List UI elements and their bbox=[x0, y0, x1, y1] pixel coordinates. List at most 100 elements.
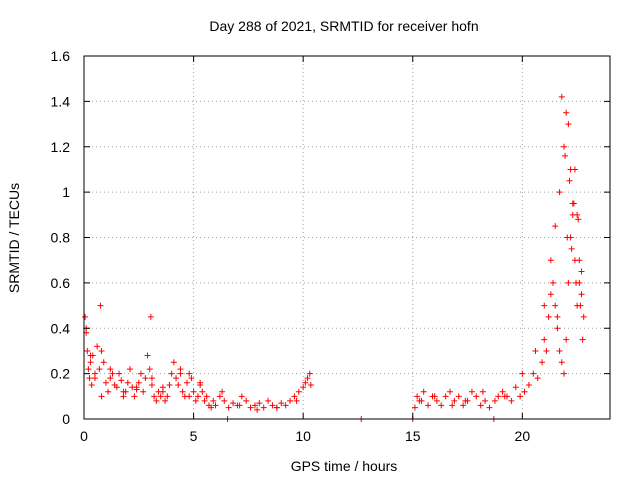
data-point bbox=[556, 189, 563, 196]
data-point bbox=[256, 400, 263, 407]
data-point bbox=[177, 370, 184, 377]
data-point bbox=[225, 404, 232, 411]
data-point bbox=[455, 393, 462, 400]
data-point bbox=[532, 347, 539, 354]
data-point bbox=[243, 397, 250, 404]
data-point bbox=[573, 279, 580, 286]
data-point bbox=[82, 313, 89, 320]
data-point bbox=[433, 397, 440, 404]
data-point bbox=[558, 359, 565, 366]
y-tick-label: 0.6 bbox=[51, 275, 71, 291]
x-tick-label: 10 bbox=[295, 428, 311, 444]
x-axis-ticks: 0 5 10 15 20 bbox=[80, 56, 530, 444]
data-point bbox=[186, 370, 193, 377]
data-point bbox=[565, 121, 572, 128]
data-point bbox=[554, 325, 561, 332]
data-point bbox=[560, 143, 567, 150]
data-point bbox=[238, 393, 245, 400]
data-point bbox=[468, 388, 475, 395]
data-point bbox=[148, 381, 155, 388]
data-point bbox=[425, 402, 432, 409]
data-point bbox=[98, 393, 105, 400]
data-point bbox=[94, 343, 101, 350]
data-point bbox=[188, 375, 195, 382]
data-point bbox=[269, 402, 276, 409]
data-point bbox=[571, 257, 578, 264]
data-point bbox=[120, 388, 127, 395]
data-point bbox=[254, 406, 261, 413]
data-point bbox=[563, 109, 570, 116]
data-point bbox=[565, 279, 572, 286]
data-point bbox=[545, 313, 552, 320]
data-point bbox=[517, 393, 524, 400]
data-point bbox=[175, 381, 182, 388]
data-point bbox=[411, 404, 418, 411]
data-point bbox=[300, 384, 307, 391]
data-point bbox=[148, 375, 155, 382]
data-point bbox=[293, 397, 300, 404]
data-point bbox=[86, 375, 93, 382]
data-point bbox=[539, 359, 546, 366]
data-point bbox=[547, 257, 554, 264]
data-point bbox=[251, 402, 258, 409]
data-point bbox=[447, 388, 454, 395]
data-point bbox=[568, 245, 575, 252]
data-point bbox=[159, 388, 166, 395]
data-point bbox=[87, 352, 94, 359]
x-tick-label: 15 bbox=[405, 428, 421, 444]
data-point bbox=[147, 313, 154, 320]
data-point bbox=[247, 404, 254, 411]
data-point bbox=[567, 166, 574, 173]
data-point bbox=[473, 393, 480, 400]
data-point bbox=[87, 359, 94, 366]
data-point bbox=[194, 393, 201, 400]
data-point bbox=[192, 397, 199, 404]
data-point bbox=[116, 370, 123, 377]
data-point bbox=[482, 397, 489, 404]
data-point bbox=[199, 388, 206, 395]
data-point bbox=[306, 370, 313, 377]
data-point bbox=[562, 152, 569, 159]
data-point bbox=[564, 234, 571, 241]
data-point bbox=[118, 377, 125, 384]
y-axis-label: SRMTID / TECUs bbox=[6, 183, 22, 293]
data-point bbox=[230, 400, 237, 407]
data-point bbox=[153, 397, 160, 404]
data-point bbox=[96, 366, 103, 373]
data-point bbox=[140, 388, 147, 395]
data-point bbox=[107, 366, 114, 373]
data-point bbox=[570, 200, 577, 207]
data-point bbox=[414, 393, 421, 400]
data-point bbox=[462, 397, 469, 404]
data-point bbox=[190, 388, 197, 395]
data-point bbox=[530, 370, 537, 377]
data-point bbox=[491, 397, 498, 404]
data-point bbox=[144, 352, 151, 359]
data-point bbox=[164, 393, 171, 400]
data-point bbox=[221, 397, 228, 404]
y-axis-ticks: 0 0.2 0.4 0.6 0.8 1 1.2 1.4 1.6 bbox=[51, 48, 610, 427]
y-tick-label: 1.2 bbox=[51, 139, 71, 155]
data-point bbox=[563, 336, 570, 343]
data-point bbox=[197, 379, 204, 386]
grid-lines bbox=[84, 56, 610, 419]
data-point bbox=[420, 388, 427, 395]
data-point bbox=[460, 402, 467, 409]
data-point bbox=[201, 397, 208, 404]
data-point bbox=[418, 397, 425, 404]
data-point bbox=[552, 302, 559, 309]
data-point bbox=[84, 347, 91, 354]
data-point bbox=[137, 370, 144, 377]
data-point bbox=[282, 402, 289, 409]
data-point bbox=[558, 93, 565, 100]
data-point bbox=[580, 313, 587, 320]
data-point bbox=[501, 393, 508, 400]
data-point bbox=[438, 402, 445, 409]
data-point bbox=[170, 359, 177, 366]
data-point bbox=[577, 302, 584, 309]
data-point bbox=[304, 375, 311, 382]
data-point bbox=[508, 397, 515, 404]
x-axis-label: GPS time / hours bbox=[291, 458, 398, 474]
